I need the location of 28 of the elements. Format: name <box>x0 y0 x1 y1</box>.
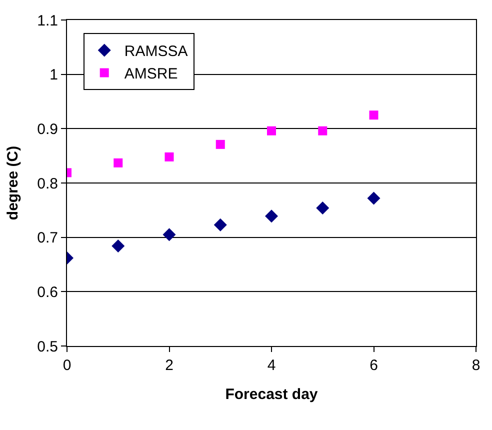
point <box>369 110 378 120</box>
point <box>112 240 125 253</box>
legend-label: RAMSSA <box>124 43 188 60</box>
x-tick-label: 4 <box>267 357 276 374</box>
y-tick-label: 0.8 <box>37 175 58 192</box>
y-tick-label: 1.1 <box>37 12 58 30</box>
point <box>114 158 123 168</box>
y-axis-title: degree (C) <box>4 146 22 220</box>
point <box>164 152 174 162</box>
x-axis-title: Forecast day <box>225 386 318 403</box>
y-tick-label: 1 <box>50 66 58 84</box>
point <box>367 192 380 205</box>
point <box>265 210 278 223</box>
x-tick-label: 2 <box>165 357 174 374</box>
point <box>216 140 225 149</box>
x-tick-label: 0 <box>62 357 72 374</box>
point <box>316 201 330 214</box>
point <box>267 126 276 136</box>
point <box>162 228 176 242</box>
y-tick-label: 0.7 <box>37 230 58 247</box>
legend-label: AMSRE <box>124 66 178 83</box>
y-tick-label: 0.5 <box>37 338 58 356</box>
point <box>214 218 227 232</box>
x-tick-label: 6 <box>370 357 378 374</box>
point <box>318 126 328 136</box>
y-tick-label: 0.6 <box>37 284 58 301</box>
x-tick-label: 8 <box>472 357 480 374</box>
y-tick-label: 0.9 <box>37 120 58 138</box>
